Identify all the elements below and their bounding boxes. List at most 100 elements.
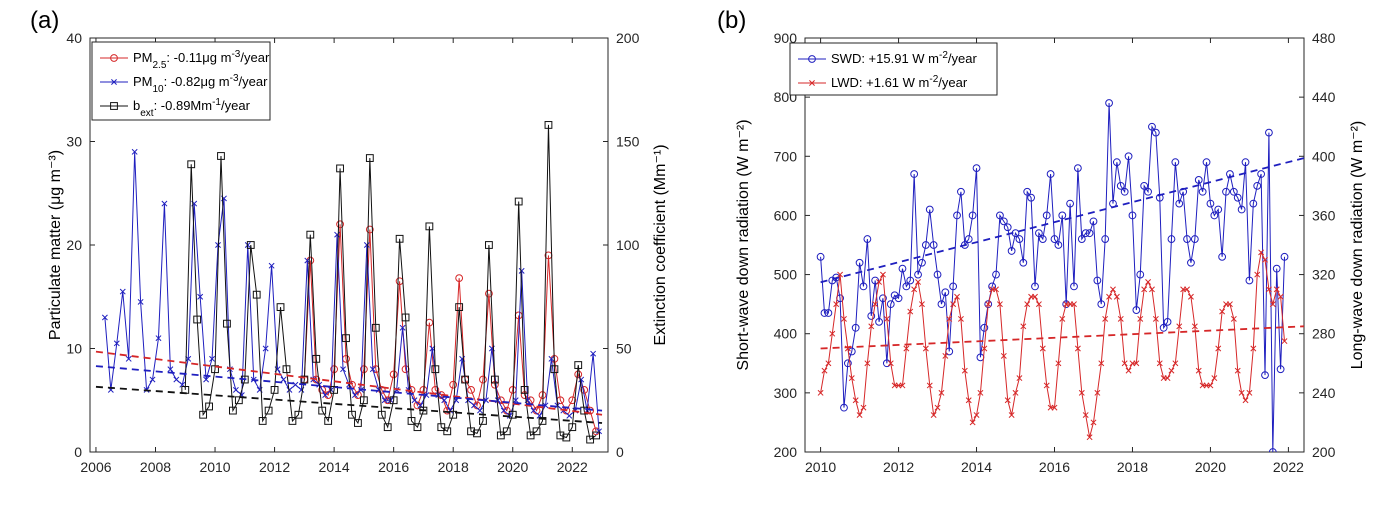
data-point-series-0 (1194, 176, 1203, 184)
data-point-series-1 (1277, 293, 1284, 300)
data-point-series-1 (825, 360, 832, 367)
data-point-series-1 (1215, 345, 1222, 352)
data-point-series-0 (1050, 235, 1059, 243)
data-point-series-0 (933, 270, 942, 279)
y-tick-label: 600 (774, 207, 798, 223)
data-point-series-2 (312, 354, 321, 363)
legend-text: /year (938, 75, 968, 90)
data-point-series-0 (1035, 229, 1043, 238)
data-point-series-1 (915, 279, 922, 285)
data-point-series-1 (423, 392, 430, 399)
data-point-series-0 (1222, 187, 1230, 196)
data-point-series-2 (437, 423, 446, 432)
data-point-series-0 (1132, 306, 1141, 314)
data-point-series-1 (883, 315, 890, 322)
data-point-series-1 (1055, 360, 1062, 367)
data-point-series-2 (282, 365, 291, 374)
data-point-series-1 (1110, 286, 1116, 293)
data-point-series-1 (1207, 382, 1214, 389)
data-point-series-1 (1211, 375, 1218, 382)
data-point-series-2 (467, 427, 475, 436)
data-point-series-0 (1163, 317, 1172, 326)
data-point-series-2 (550, 365, 559, 374)
data-point-series-1 (131, 148, 138, 155)
data-point-series-2 (479, 417, 487, 425)
data-point-series-1 (322, 392, 329, 399)
data-point-series-1 (1156, 360, 1163, 367)
data-point-series-0 (1136, 270, 1145, 279)
trend-line-1 (95, 365, 603, 412)
data-point-series-1 (1242, 397, 1249, 404)
data-point-series-0 (485, 289, 493, 298)
data-point-series-0 (960, 241, 969, 249)
data-point-series-0 (1019, 258, 1028, 267)
data-point-series-1 (173, 376, 180, 383)
data-point-series-2 (395, 234, 404, 243)
data-point-series-1 (1164, 375, 1171, 382)
data-point-series-1 (209, 355, 216, 362)
data-point-series-1 (922, 345, 929, 352)
data-point-series-1 (954, 293, 960, 300)
x-tick-label: 2022 (1273, 459, 1304, 475)
data-point-series-1 (1176, 323, 1183, 330)
data-point-series-1 (957, 315, 964, 322)
series-line-0 (303, 224, 597, 432)
data-point-series-0 (906, 276, 915, 285)
data-point-series-1 (852, 397, 859, 404)
data-point-series-0 (879, 294, 887, 303)
legend-text: : -0.89Mm (154, 98, 213, 113)
legend-marker (110, 102, 118, 110)
plot-area (816, 99, 1304, 452)
legend-marker (111, 79, 117, 85)
data-point-series-2 (348, 410, 356, 419)
y2-tick-label: 200 (616, 30, 640, 46)
legend-entry-0: PM2.5: -0.11μg m-3/year (133, 49, 270, 71)
data-point-series-0 (1171, 158, 1180, 167)
data-point-series-0 (1202, 158, 1211, 167)
data-point-series-0 (957, 187, 965, 196)
data-point-series-1 (918, 301, 925, 308)
x-tick-label: 2022 (557, 459, 588, 475)
data-point-series-1 (977, 389, 984, 396)
data-point-series-1 (1152, 315, 1159, 322)
data-point-series-1 (848, 375, 855, 382)
data-point-series-1 (1102, 315, 1109, 322)
data-point-series-1 (1254, 271, 1261, 278)
data-point-series-0 (867, 312, 876, 320)
data-point-series-0 (1218, 252, 1227, 261)
legend-entry-0: SWD: +15.91 W m-2/year (831, 50, 977, 67)
data-point-series-1 (860, 404, 867, 411)
data-point-series-2 (562, 433, 571, 442)
data-point-series-1 (1086, 434, 1093, 441)
legend-subscript: 2.5 (153, 60, 167, 71)
data-point-series-2 (538, 417, 547, 425)
data-point-series-2 (520, 386, 529, 394)
data-point-series-1 (340, 366, 346, 373)
data-point-series-0 (886, 300, 895, 309)
legend-subscript: ext (140, 108, 154, 119)
data-point-series-1 (985, 301, 992, 308)
data-point-series-2 (532, 427, 541, 436)
data-point-series-0 (574, 370, 583, 379)
data-point-series-0 (898, 264, 907, 273)
data-point-series-1 (833, 301, 840, 308)
data-point-series-0 (875, 317, 883, 326)
legend-superscript: -2 (929, 74, 938, 85)
data-point-series-1 (993, 286, 999, 293)
data-point-series-2 (211, 365, 219, 374)
data-point-series-1 (381, 397, 388, 404)
data-point-series-0 (479, 375, 487, 384)
data-point-series-1 (899, 382, 906, 389)
data-point-series-2 (264, 406, 273, 415)
data-point-series-2 (377, 410, 386, 419)
data-point-series-1 (1051, 404, 1058, 411)
x-tick-label: 2008 (140, 459, 171, 475)
data-point-series-1 (907, 308, 914, 315)
legend-box (789, 42, 998, 96)
y2-tick-label: 480 (1312, 30, 1336, 46)
data-point-series-1 (518, 267, 525, 274)
data-point-series-2 (443, 427, 452, 436)
legend-box (91, 41, 271, 121)
